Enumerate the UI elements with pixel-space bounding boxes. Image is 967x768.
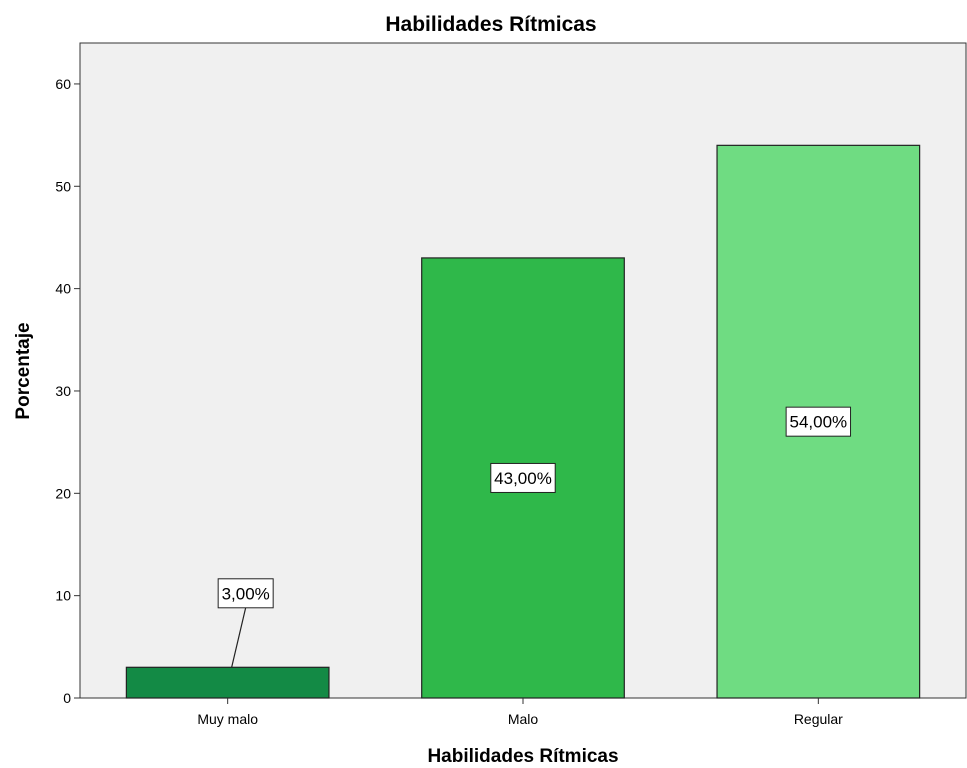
y-tick-label: 0 [63, 690, 71, 706]
data-label: 3,00% [222, 584, 270, 603]
y-tick-label: 20 [55, 485, 71, 501]
data-label: 43,00% [494, 469, 552, 488]
data-label-box [217, 578, 274, 609]
y-tick-label: 40 [55, 281, 71, 297]
bars: 3,00% 43,00% 54,00% [125, 144, 921, 699]
x-tick-label: Malo [508, 711, 539, 727]
data-label: 54,00% [789, 413, 847, 432]
y-tick-label: 50 [55, 178, 71, 194]
x-axis-title: Habilidades Rítmicas [427, 746, 618, 767]
bar [125, 666, 330, 699]
y-axis: 0 10 20 30 40 50 60 [55, 76, 80, 706]
data-label-leader [231, 607, 247, 668]
chart-title: Habilidades Rítmicas [385, 13, 596, 36]
y-tick-label: 60 [55, 76, 71, 92]
y-tick-label: 10 [55, 588, 71, 604]
data-label-box [785, 406, 852, 437]
x-axis: Muy malo Malo Regular [197, 698, 843, 727]
y-tick-label: 30 [55, 383, 71, 399]
y-axis-title: Porcentaje [13, 322, 34, 419]
x-tick-label: Regular [794, 711, 843, 727]
x-tick-label: Muy malo [197, 711, 258, 727]
data-label-box [490, 462, 556, 493]
